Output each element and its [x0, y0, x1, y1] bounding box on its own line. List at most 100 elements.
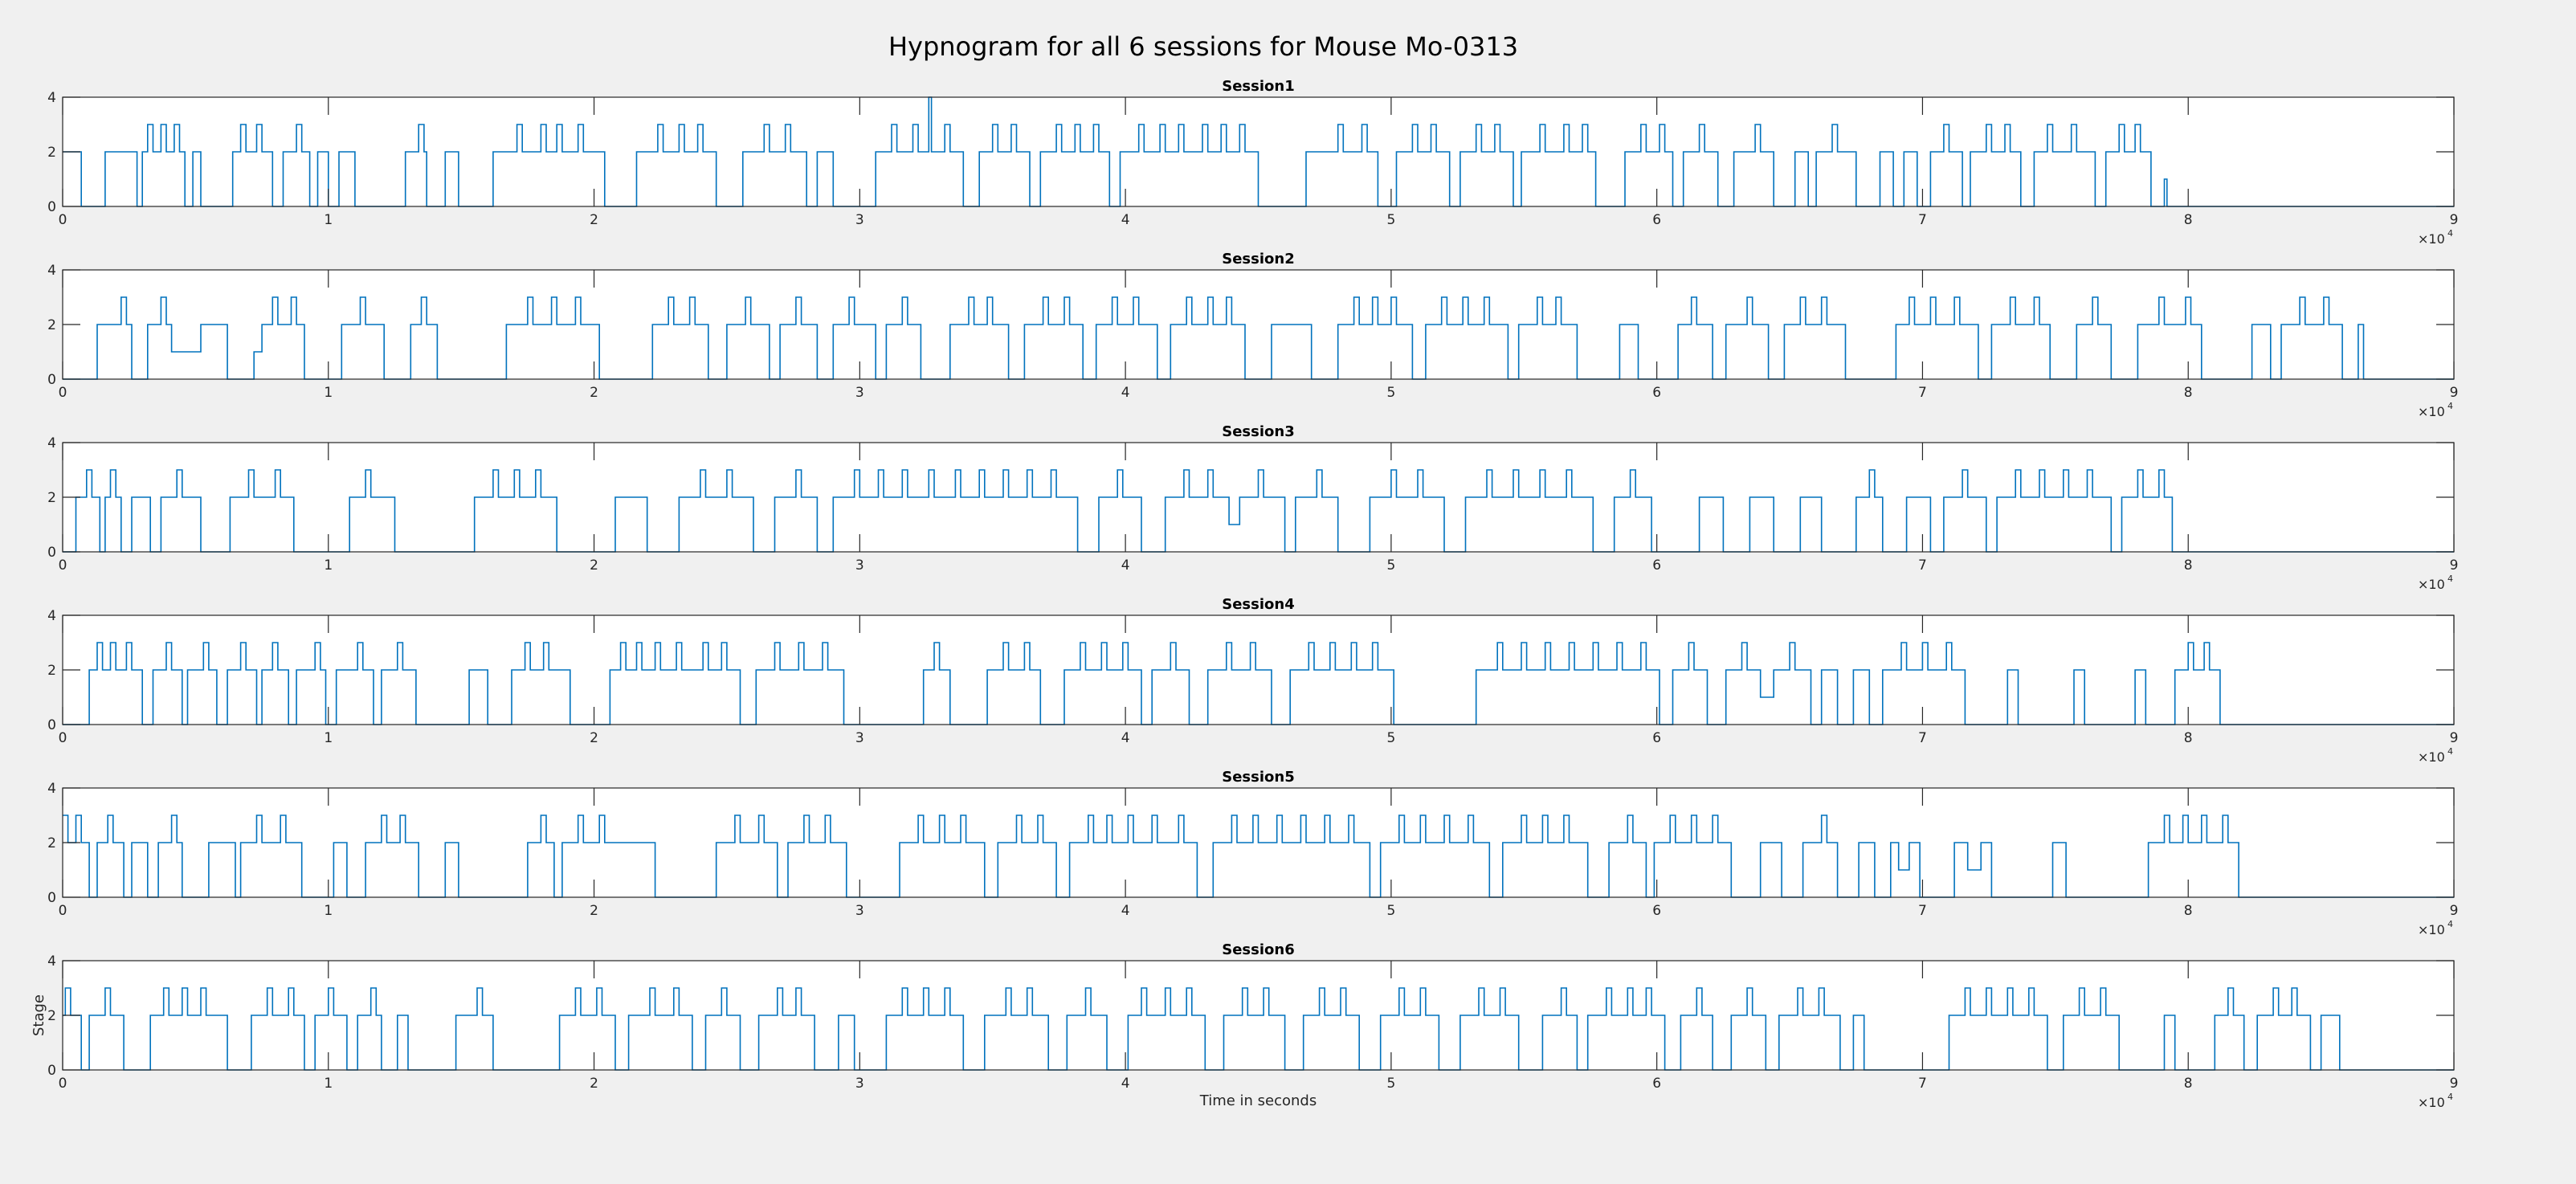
x-tick-label: 6 [1652, 212, 1661, 228]
x-tick-label: 4 [1121, 1076, 1130, 1092]
x-tick-label: 1 [324, 385, 333, 401]
x-tick-label: 4 [1121, 212, 1130, 228]
x-tick-label: 6 [1652, 385, 1661, 401]
y-tick-label: 2 [47, 663, 56, 679]
x-tick-label: 0 [59, 385, 67, 401]
y-tick-label: 0 [47, 1063, 56, 1079]
session-title: Session2 [1222, 251, 1294, 267]
session-title: Session1 [1222, 78, 1294, 95]
x-tick-label: 5 [1386, 730, 1395, 746]
x-exponent-power: 4 [2447, 919, 2453, 929]
x-tick-label: 6 [1652, 903, 1661, 919]
y-tick-label: 4 [47, 953, 56, 970]
x-tick-label: 7 [1918, 1076, 1927, 1092]
x-tick-label: 5 [1386, 385, 1395, 401]
x-exponent-label: ×10 [2418, 749, 2445, 765]
x-tick-label: 1 [324, 1076, 333, 1092]
x-tick-label: 8 [2184, 557, 2193, 574]
x-tick-label: 4 [1121, 903, 1130, 919]
x-tick-label: 3 [855, 212, 864, 228]
x-exponent-power: 4 [2447, 228, 2453, 239]
x-tick-label: 9 [2450, 730, 2459, 746]
y-tick-label: 4 [47, 263, 56, 279]
x-tick-label: 1 [324, 903, 333, 919]
x-tick-label: 8 [2184, 730, 2193, 746]
session-title: Session6 [1222, 941, 1294, 958]
hypnogram-trace [63, 296, 2454, 380]
x-tick-label: 9 [2450, 212, 2459, 228]
x-tick-label: 5 [1386, 1076, 1395, 1092]
x-tick-label: 9 [2450, 557, 2459, 574]
hypnogram-trace [63, 987, 2454, 1071]
x-exponent-label: ×10 [2418, 1095, 2445, 1110]
x-tick-label: 6 [1652, 730, 1661, 746]
x-tick-label: 8 [2184, 903, 2193, 919]
figure-title: Hypnogram for all 6 sessions for Mouse M… [888, 31, 1518, 62]
x-exponent-label: ×10 [2418, 404, 2445, 419]
y-axis-label: Stage [31, 994, 47, 1036]
y-tick-label: 4 [47, 781, 56, 797]
x-tick-label: 2 [590, 385, 598, 401]
session-title: Session4 [1222, 596, 1294, 613]
x-exponent-label: ×10 [2418, 231, 2445, 247]
x-tick-label: 4 [1121, 730, 1130, 746]
y-tick-label: 0 [47, 717, 56, 733]
x-exponent-label: ×10 [2418, 922, 2445, 937]
x-tick-label: 2 [590, 730, 598, 746]
y-tick-label: 0 [47, 890, 56, 906]
x-tick-label: 3 [855, 1076, 864, 1092]
y-tick-label: 4 [47, 435, 56, 451]
y-tick-label: 0 [47, 199, 56, 215]
session-title: Session5 [1222, 769, 1294, 786]
x-tick-label: 0 [59, 557, 67, 574]
y-tick-label: 2 [47, 317, 56, 333]
x-tick-label: 4 [1121, 557, 1130, 574]
x-tick-label: 2 [590, 903, 598, 919]
x-tick-label: 6 [1652, 557, 1661, 574]
x-exponent-label: ×10 [2418, 577, 2445, 592]
x-tick-label: 5 [1386, 557, 1395, 574]
x-tick-label: 5 [1386, 212, 1395, 228]
x-tick-label: 5 [1386, 903, 1395, 919]
hypnogram-trace [63, 96, 2454, 207]
x-exponent-power: 4 [2447, 746, 2453, 757]
plot-area [63, 270, 2454, 379]
y-tick-label: 4 [47, 90, 56, 106]
x-tick-label: 4 [1121, 385, 1130, 401]
y-tick-label: 2 [47, 490, 56, 506]
x-tick-label: 7 [1918, 557, 1927, 574]
x-tick-label: 3 [855, 730, 864, 746]
x-exponent-power: 4 [2447, 1092, 2453, 1102]
x-tick-label: 2 [590, 212, 598, 228]
x-tick-label: 3 [855, 385, 864, 401]
x-tick-label: 3 [855, 557, 864, 574]
x-exponent-power: 4 [2447, 401, 2453, 411]
session-title: Session3 [1222, 423, 1294, 440]
x-tick-label: 8 [2184, 212, 2193, 228]
hypnogram-trace [63, 642, 2454, 725]
y-tick-label: 0 [47, 545, 56, 561]
x-tick-label: 1 [324, 557, 333, 574]
x-axis-label: Time in seconds [1199, 1092, 1317, 1109]
y-tick-label: 2 [47, 145, 56, 161]
x-tick-label: 0 [59, 730, 67, 746]
x-tick-label: 1 [324, 212, 333, 228]
x-tick-label: 9 [2450, 385, 2459, 401]
x-tick-label: 7 [1918, 730, 1927, 746]
x-tick-label: 2 [590, 557, 598, 574]
y-tick-label: 0 [47, 372, 56, 388]
hypnogram-trace [63, 815, 2454, 898]
x-tick-label: 1 [324, 730, 333, 746]
y-tick-label: 2 [47, 835, 56, 851]
x-tick-label: 9 [2450, 1076, 2459, 1092]
x-tick-label: 2 [590, 1076, 598, 1092]
x-tick-label: 7 [1918, 385, 1927, 401]
x-tick-label: 7 [1918, 212, 1927, 228]
